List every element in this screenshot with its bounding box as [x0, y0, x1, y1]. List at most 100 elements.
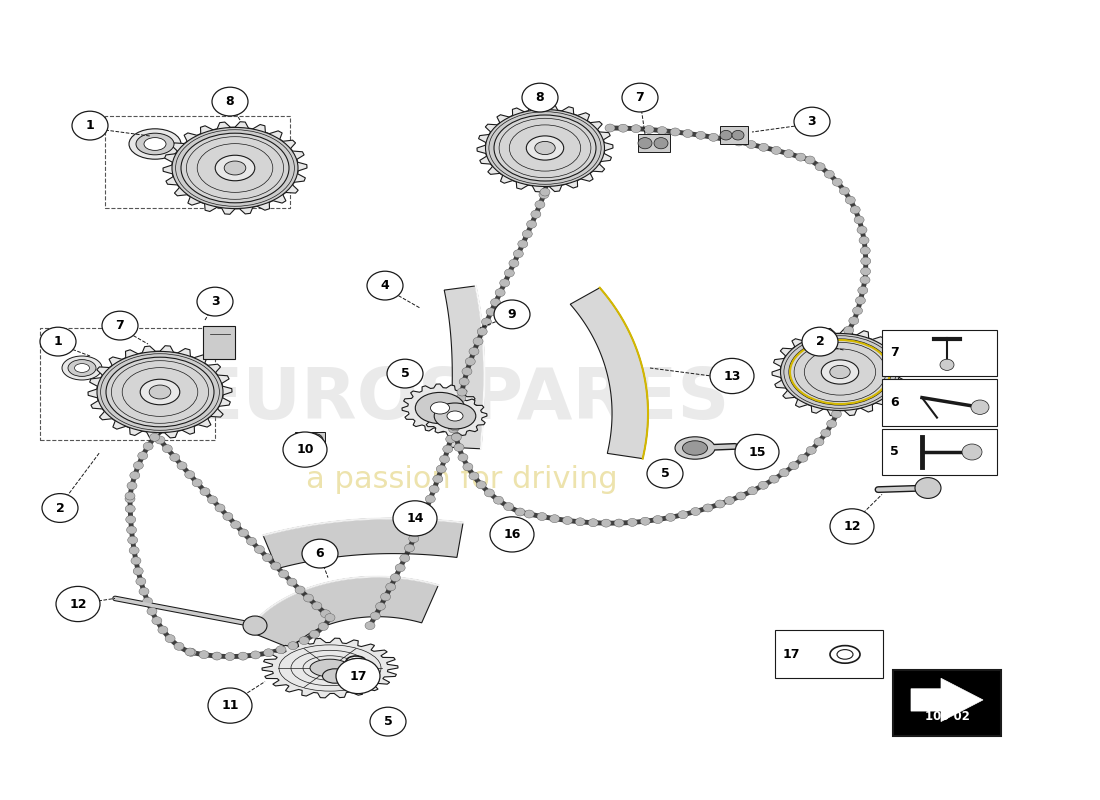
Text: 8: 8 — [226, 95, 234, 108]
Circle shape — [537, 513, 547, 521]
Circle shape — [199, 650, 209, 658]
Ellipse shape — [822, 360, 859, 384]
Circle shape — [387, 359, 424, 388]
Circle shape — [653, 515, 663, 523]
Circle shape — [627, 518, 637, 526]
Circle shape — [125, 495, 135, 503]
Circle shape — [915, 478, 940, 498]
Circle shape — [155, 436, 165, 444]
Ellipse shape — [310, 659, 350, 677]
Ellipse shape — [150, 385, 170, 399]
Text: 5: 5 — [890, 446, 899, 458]
Circle shape — [143, 442, 153, 450]
Circle shape — [856, 297, 866, 305]
Circle shape — [375, 602, 385, 610]
Ellipse shape — [346, 656, 366, 667]
Circle shape — [212, 652, 222, 660]
Circle shape — [860, 246, 870, 254]
Circle shape — [621, 83, 658, 112]
Ellipse shape — [106, 357, 214, 427]
Polygon shape — [444, 286, 484, 449]
Circle shape — [405, 544, 415, 552]
Circle shape — [462, 367, 472, 375]
Polygon shape — [402, 384, 478, 432]
Circle shape — [276, 646, 286, 654]
Ellipse shape — [140, 379, 179, 405]
Ellipse shape — [447, 411, 463, 421]
Text: 5: 5 — [400, 367, 409, 380]
Ellipse shape — [675, 437, 715, 459]
Circle shape — [522, 83, 558, 112]
Circle shape — [789, 462, 799, 470]
Circle shape — [734, 138, 744, 146]
Circle shape — [288, 642, 298, 650]
FancyBboxPatch shape — [204, 326, 235, 359]
Circle shape — [214, 504, 225, 512]
Circle shape — [185, 648, 195, 656]
Ellipse shape — [75, 363, 89, 372]
Text: 5: 5 — [384, 715, 393, 728]
Circle shape — [456, 388, 468, 396]
Circle shape — [130, 471, 140, 479]
Circle shape — [821, 429, 830, 437]
Ellipse shape — [789, 339, 891, 405]
Circle shape — [138, 452, 147, 460]
Circle shape — [399, 554, 410, 562]
Circle shape — [858, 286, 868, 294]
Circle shape — [371, 612, 381, 620]
Circle shape — [455, 394, 465, 402]
Circle shape — [654, 138, 668, 149]
Circle shape — [482, 318, 492, 326]
Circle shape — [192, 479, 202, 487]
Circle shape — [208, 496, 218, 504]
Polygon shape — [424, 396, 487, 436]
Circle shape — [962, 444, 982, 460]
Circle shape — [514, 250, 524, 258]
Circle shape — [451, 434, 461, 442]
Circle shape — [490, 517, 534, 552]
Circle shape — [177, 462, 187, 470]
Circle shape — [302, 539, 338, 568]
Circle shape — [449, 425, 459, 433]
Circle shape — [133, 567, 143, 575]
Circle shape — [830, 509, 874, 544]
Circle shape — [618, 124, 628, 132]
Circle shape — [477, 328, 487, 336]
Circle shape — [539, 190, 549, 198]
Circle shape — [827, 420, 837, 428]
Text: 2: 2 — [815, 335, 824, 348]
Circle shape — [125, 515, 135, 523]
Circle shape — [631, 125, 641, 133]
Text: 12: 12 — [69, 598, 87, 610]
Circle shape — [499, 279, 509, 287]
Circle shape — [710, 358, 754, 394]
Circle shape — [645, 126, 654, 134]
Text: 3: 3 — [807, 115, 816, 128]
Circle shape — [505, 269, 515, 277]
Circle shape — [223, 513, 233, 521]
Circle shape — [287, 578, 297, 586]
Circle shape — [708, 134, 718, 142]
Circle shape — [839, 187, 849, 195]
Circle shape — [588, 518, 598, 526]
Circle shape — [150, 434, 160, 442]
Circle shape — [550, 514, 560, 522]
Circle shape — [136, 578, 146, 586]
Polygon shape — [262, 638, 398, 698]
Text: a passion for driving: a passion for driving — [306, 466, 618, 494]
Ellipse shape — [430, 402, 450, 414]
Text: 7: 7 — [636, 91, 645, 104]
Circle shape — [859, 236, 869, 244]
Ellipse shape — [494, 115, 596, 181]
Ellipse shape — [172, 127, 298, 209]
Circle shape — [125, 505, 135, 513]
Text: 109 02: 109 02 — [925, 710, 969, 723]
Ellipse shape — [434, 403, 476, 429]
Text: 12: 12 — [844, 520, 860, 533]
Ellipse shape — [781, 334, 900, 410]
Circle shape — [185, 470, 195, 478]
Circle shape — [544, 167, 554, 175]
Circle shape — [824, 170, 834, 178]
Circle shape — [860, 257, 871, 265]
Circle shape — [735, 434, 779, 470]
